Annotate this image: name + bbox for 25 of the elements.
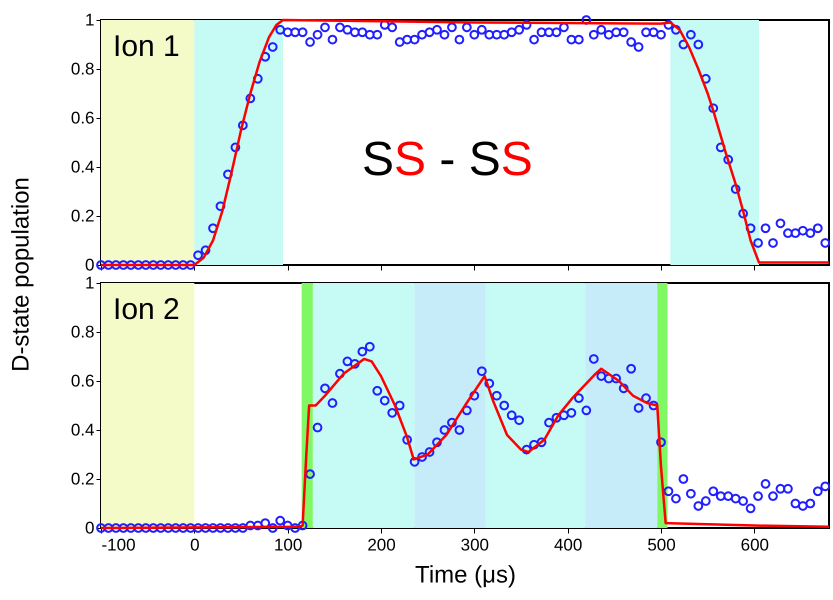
y-tick-label: 1 bbox=[85, 10, 94, 30]
annotation: Ion 2 bbox=[113, 293, 180, 326]
x-axis-title: Time (μs) bbox=[415, 562, 516, 588]
y-tick-label: 0.4 bbox=[70, 420, 94, 440]
y-tick-label: 0.6 bbox=[70, 372, 94, 390]
y-tick-label: 0.4 bbox=[70, 158, 94, 176]
annotation: Ion 1 bbox=[113, 30, 180, 63]
x-tick-label: 500 bbox=[647, 536, 676, 554]
x-tick-label: 200 bbox=[367, 536, 396, 554]
x-tick-label: 600 bbox=[740, 536, 770, 554]
x-tick-label: 100 bbox=[274, 536, 302, 554]
y-axis-title: D-state population bbox=[8, 177, 34, 372]
x-tick-label: 0 bbox=[190, 536, 200, 554]
y-tick-label: 0.8 bbox=[70, 322, 94, 342]
y-tick-label: 0.6 bbox=[70, 108, 94, 128]
y-tick-label: 0.2 bbox=[70, 470, 94, 488]
y-tick-label: 1 bbox=[85, 274, 94, 292]
x-tick-label: 400 bbox=[554, 536, 582, 554]
annotation: SS - SS bbox=[362, 133, 533, 186]
x-tick-label: -100 bbox=[102, 536, 136, 554]
y-tick-label: 0 bbox=[85, 256, 94, 274]
y-tick-label: 0 bbox=[85, 518, 94, 538]
x-tick-label: 300 bbox=[460, 536, 490, 554]
y-tick-label: 0.8 bbox=[70, 60, 94, 78]
y-tick-label: 0.2 bbox=[70, 206, 94, 226]
